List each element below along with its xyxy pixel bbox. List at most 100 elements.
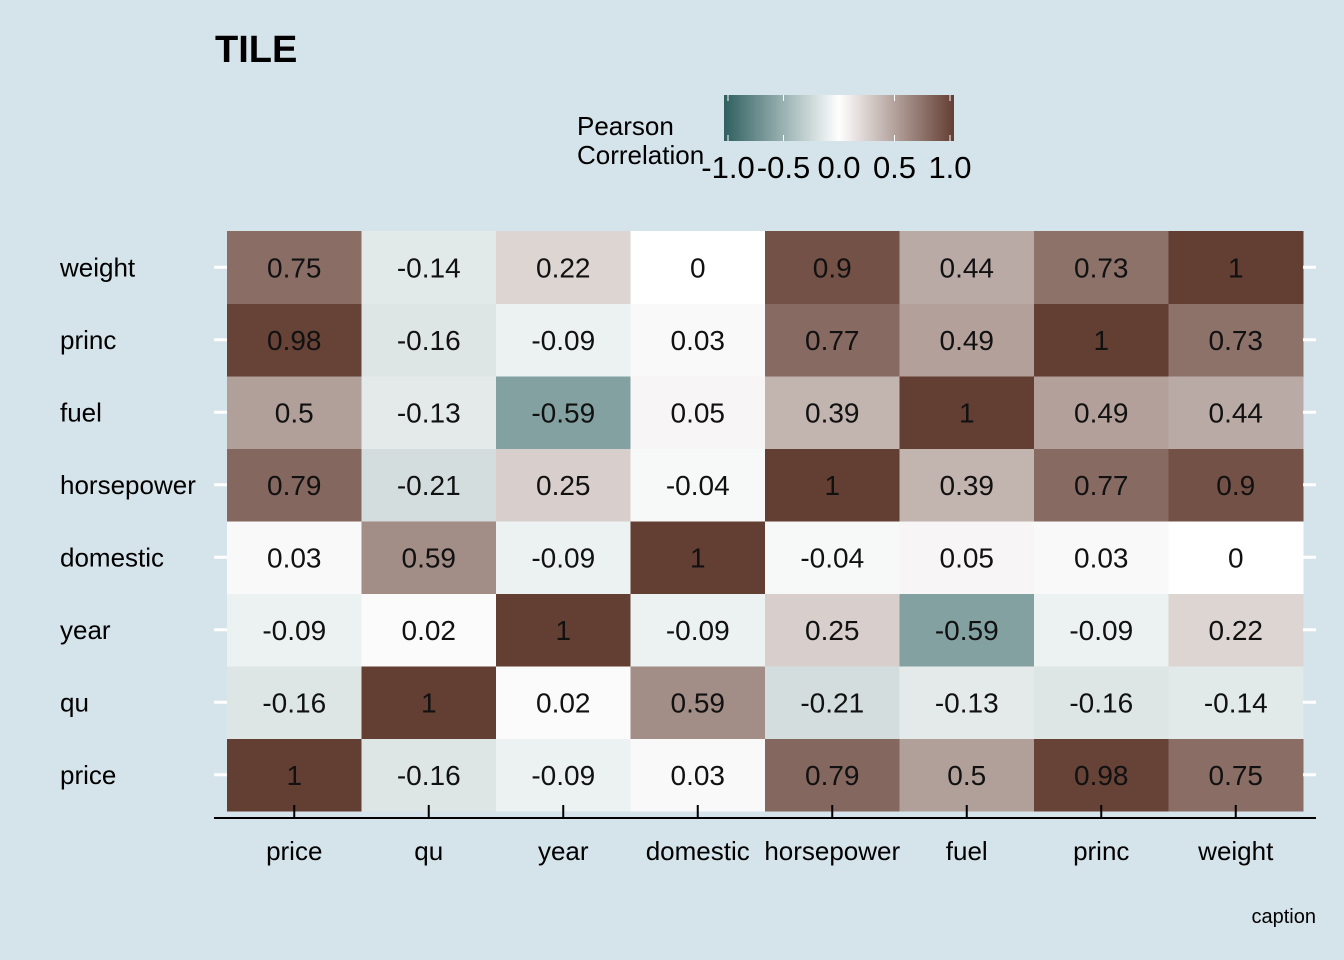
cell-value-label: 0.73: [1209, 325, 1264, 356]
x-tick-label: price: [266, 836, 322, 866]
heatmap-cell: [765, 521, 900, 594]
x-tick-label: fuel: [946, 836, 988, 866]
cell-value-label: -0.04: [800, 542, 864, 573]
heatmap-cell: [227, 231, 362, 304]
heatmap-cell: [1168, 593, 1304, 667]
x-tick-label: weight: [1197, 836, 1274, 866]
legend-colorbar: [724, 95, 954, 141]
heatmap-cell: [630, 376, 766, 449]
legend-tick-label: 0.0: [817, 150, 860, 185]
heatmap-cell: [765, 593, 900, 667]
heatmap-cell: [227, 738, 362, 812]
legend: Pearson Correlation -1.0 -0.5 0.0 0.5 1.0: [577, 95, 972, 185]
cell-value-label: 0.49: [940, 325, 995, 356]
cell-value-label: 0.5: [947, 760, 986, 791]
heatmap-cell: [361, 738, 497, 812]
heatmap-cell: [630, 231, 766, 304]
cell-value-label: -0.09: [1069, 615, 1133, 646]
cell-value-label: 0.9: [1216, 470, 1255, 501]
y-tick-label: price: [60, 760, 116, 790]
chart-caption: caption: [1252, 906, 1317, 928]
heatmap-cell: [1034, 303, 1169, 377]
heatmap-cell: [361, 666, 497, 739]
cell-value-label: 0.05: [671, 397, 726, 428]
cell-value-label: 0.25: [805, 615, 860, 646]
heatmap-cell: [1168, 448, 1304, 522]
heatmap-cell: [1034, 666, 1169, 739]
cell-value-label: 0: [1228, 542, 1244, 573]
cell-value-label: 0.03: [671, 760, 726, 791]
cell-value-label: -0.09: [531, 325, 595, 356]
cell-value-label: 0.5: [275, 397, 314, 428]
heatmap-cell: [630, 666, 766, 739]
heatmap-cell: [630, 521, 766, 594]
heatmap-cell: [899, 376, 1035, 449]
heatmap-cell: [227, 666, 362, 739]
cell-value-label: -0.09: [531, 542, 595, 573]
cell-value-label: 1: [690, 542, 706, 573]
cell-value-label: 0.02: [536, 687, 591, 718]
heatmap-cell: [899, 738, 1035, 812]
heatmap-cell: [1168, 738, 1304, 812]
heatmap-cell: [1168, 231, 1304, 304]
heatmap-cell: [361, 593, 497, 667]
heatmap-cell: [361, 448, 497, 522]
cell-value-label: -0.16: [397, 760, 461, 791]
cell-value-label: 0.25: [536, 470, 591, 501]
cell-value-label: 0.79: [267, 470, 322, 501]
cell-value-label: 0.77: [1074, 470, 1129, 501]
heatmap-cell: [899, 666, 1035, 739]
cell-value-label: 0.03: [1074, 542, 1129, 573]
y-tick-label: qu: [60, 687, 89, 717]
heatmap-cell: [899, 231, 1035, 304]
cell-value-label: 0: [690, 252, 706, 283]
heatmap-cell: [1168, 303, 1304, 377]
cell-value-label: -0.09: [531, 760, 595, 791]
cell-value-label: 0.39: [805, 397, 860, 428]
heatmap-cell: [765, 303, 900, 377]
cell-value-label: 0.59: [671, 687, 726, 718]
heatmap-cell: [227, 376, 362, 449]
legend-ticks: -1.0 -0.5 0.0 0.5 1.0: [701, 95, 972, 185]
cell-value-label: 0.03: [267, 542, 322, 573]
heatmap-cell: [899, 521, 1035, 594]
heatmap-cell: [1034, 521, 1169, 594]
heatmap-cell: [496, 376, 631, 449]
heatmap-cell: [496, 231, 631, 304]
y-tick-label: weight: [59, 252, 136, 282]
cell-value-label: 0.02: [402, 615, 457, 646]
cell-value-label: 0.44: [1209, 397, 1264, 428]
heatmap-cell: [496, 666, 631, 739]
y-tick-label: horsepower: [60, 470, 196, 500]
cell-value-label: 0.79: [805, 760, 860, 791]
legend-tick-label: 0.5: [873, 150, 916, 185]
heatmap-cell: [1168, 376, 1304, 449]
x-tick-label: domestic: [646, 836, 750, 866]
cell-value-label: 1: [1093, 325, 1109, 356]
chart-title: TILE: [215, 29, 297, 71]
cell-value-label: 0.05: [940, 542, 995, 573]
cell-value-label: 0.75: [267, 252, 322, 283]
heatmap-cell: [227, 521, 362, 594]
heatmap-cell: [630, 303, 766, 377]
heatmap-cell: [1034, 738, 1169, 812]
y-tick-label: year: [60, 615, 111, 645]
heatmap-cell: [496, 521, 631, 594]
heatmap-cell: [496, 593, 631, 667]
heatmap-cell: [765, 738, 900, 812]
legend-tick-label: -1.0: [701, 150, 754, 185]
x-tick-label: princ: [1073, 836, 1129, 866]
cell-value-label: -0.21: [397, 470, 461, 501]
x-tick-label: qu: [414, 836, 443, 866]
heatmap-cell: [765, 666, 900, 739]
legend-title-line-2: Correlation: [577, 140, 704, 170]
heatmap-cell: [765, 448, 900, 522]
cell-value-label: 1: [421, 687, 437, 718]
x-axis: price qu year domestic horsepower fuel princ we…: [214, 805, 1316, 866]
heatmap-cell: [227, 303, 362, 377]
heatmap-cell: [1034, 448, 1169, 522]
heatmap-cell: [361, 231, 497, 304]
heatmap-cell: [496, 303, 631, 377]
cell-value-label: 0.9: [813, 252, 852, 283]
cell-value-label: 0.59: [402, 542, 457, 573]
